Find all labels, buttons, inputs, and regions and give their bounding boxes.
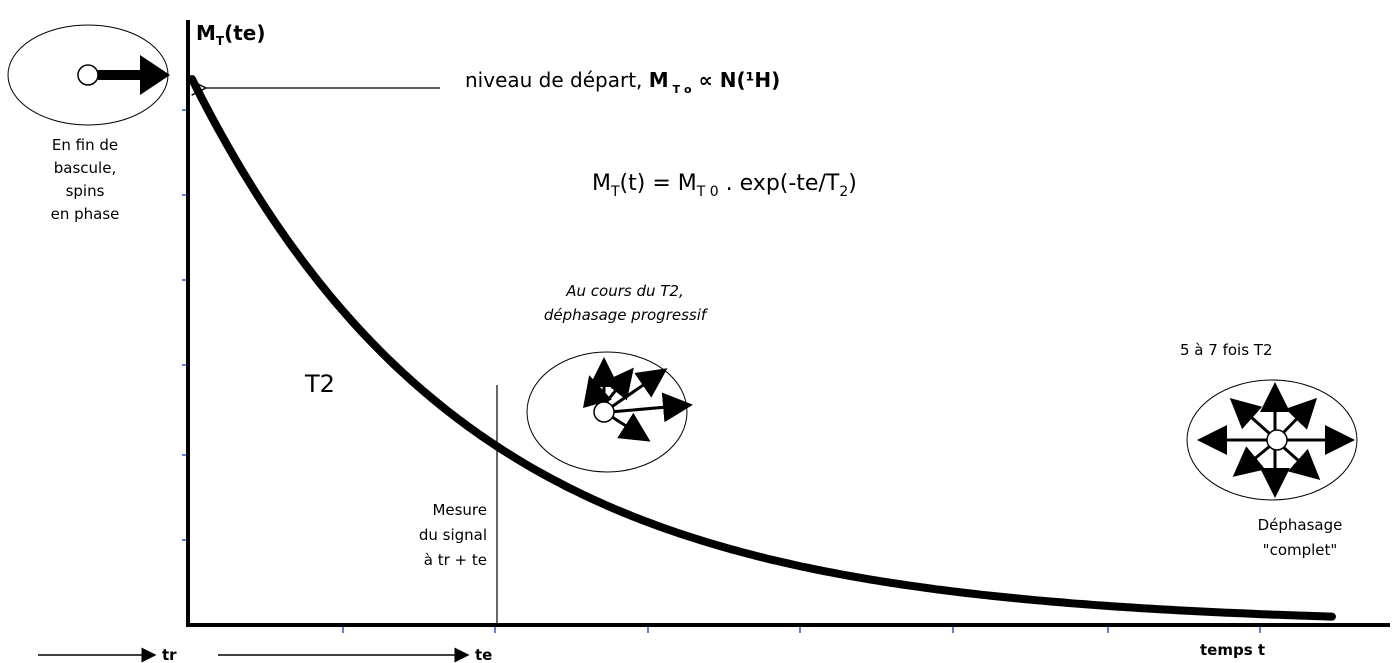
text-line: à tr + te <box>424 551 487 569</box>
text-part: ) <box>848 171 857 196</box>
label-sub: T <box>216 34 225 48</box>
text-part: M <box>592 171 611 196</box>
label-part: M <box>196 21 216 45</box>
start-spin <box>7 24 170 126</box>
duration: 5 à 7 fois T2 <box>1180 341 1273 359</box>
text-line: "complet" <box>1263 541 1338 559</box>
text-line: bascule, <box>54 159 116 177</box>
text-sub: T <box>610 184 620 200</box>
label-part: (te) <box>224 21 265 45</box>
x-label: tr <box>162 646 177 663</box>
progressive-spins <box>526 351 693 473</box>
curve-label: T2 <box>304 370 335 398</box>
text-line: Mesure <box>432 501 487 519</box>
formula: MT(t) = MT 0 . exp(-te/T2) <box>592 171 857 200</box>
text-part: M <box>649 68 669 92</box>
text-sub: T o <box>673 83 692 96</box>
x-label: temps t <box>1200 641 1265 659</box>
x-label: te <box>475 646 492 663</box>
decay-curve <box>188 75 1336 621</box>
text-sub: T 0 <box>696 184 719 200</box>
text-sub: 2 <box>839 184 848 200</box>
end-state: Déphasage "complet" <box>1258 516 1343 559</box>
text-line: du signal <box>419 526 487 544</box>
y-axis-label: MT(te) <box>196 21 266 48</box>
text-part: (t) = M <box>620 171 697 196</box>
measure: Mesure du signal à tr + te <box>419 501 487 569</box>
progressive: Au cours du T2, déphasage progressif <box>544 282 709 324</box>
text-part: . exp(-te/T <box>719 171 840 196</box>
text-line: déphasage progressif <box>544 306 709 324</box>
start-level: niveau de départ, M T o ∝ N(¹H) <box>465 68 780 96</box>
x-labels: tr te temps t <box>162 641 1265 663</box>
dephased-spins <box>1186 379 1358 501</box>
text-line: en phase <box>51 205 120 223</box>
text-line: En fin de <box>52 136 118 154</box>
text-part: niveau de départ, <box>465 68 649 92</box>
axes <box>182 20 1390 633</box>
text-line: spins <box>66 182 105 200</box>
text-part: ∝ N(¹H) <box>692 68 781 92</box>
text-line: Déphasage <box>1258 516 1343 534</box>
text-line: Au cours du T2, <box>565 282 684 300</box>
start-state: En fin de bascule, spins en phase <box>51 136 120 223</box>
